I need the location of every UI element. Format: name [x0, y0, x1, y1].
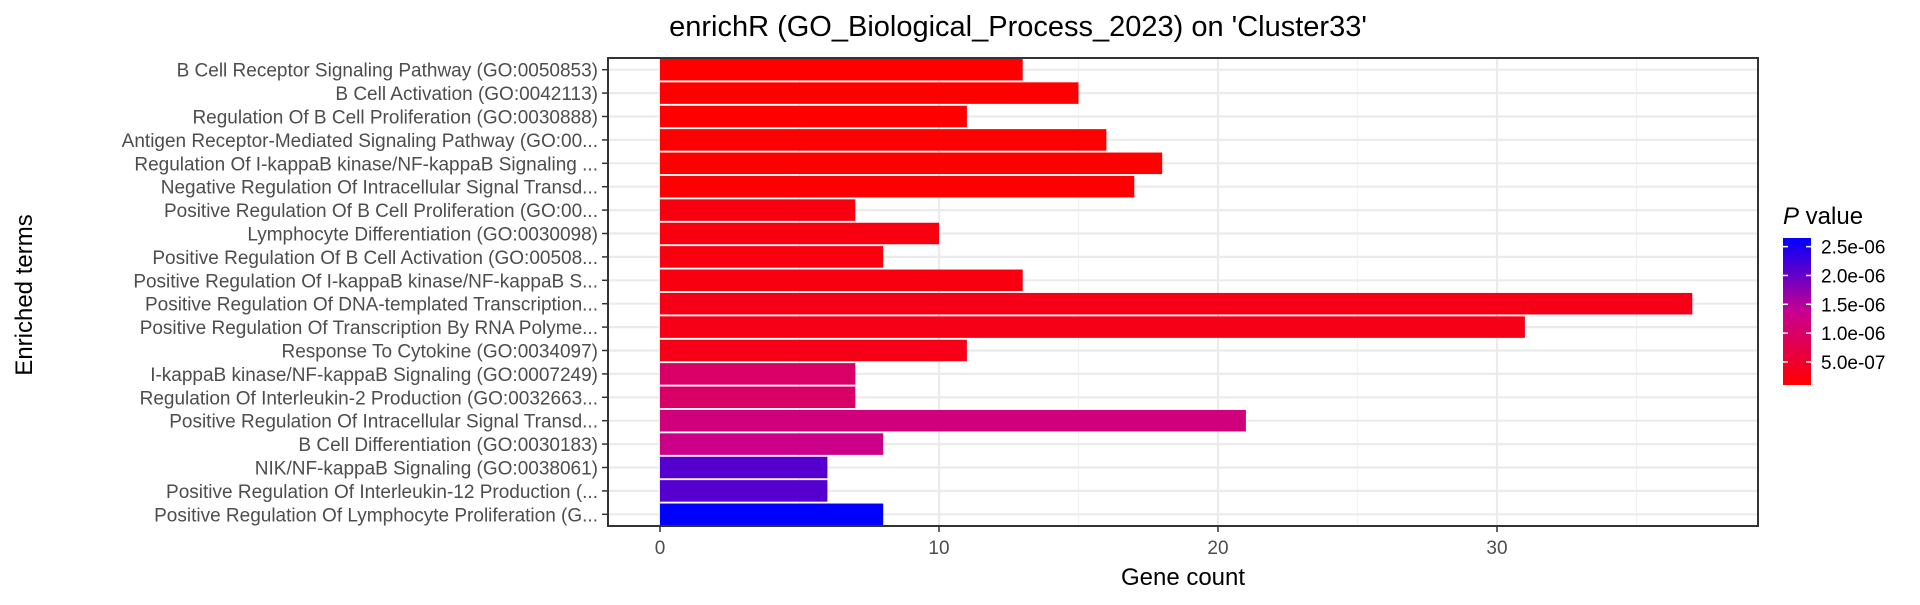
bar	[660, 316, 1525, 338]
legend-ticks: 2.5e-06 2.0e-06 1.5e-06 1.0e-06 5.0e-07	[1783, 238, 1885, 374]
y-axis-label: Enriched terms	[11, 214, 38, 375]
category-label: Positive Regulation Of B Cell Proliferat…	[164, 201, 598, 222]
bar	[660, 222, 939, 245]
category-label: B Cell Receptor Signaling Pathway (GO:00…	[177, 61, 598, 82]
category-label: B Cell Differentiation (GO:0030183)	[298, 435, 598, 456]
category-label: Positive Regulation Of Intracellular Sig…	[169, 412, 598, 433]
bar	[660, 152, 1163, 175]
y-axis-labels: B Cell Receptor Signaling Pathway (GO:00…	[122, 61, 608, 526]
bar	[660, 456, 828, 479]
legend-tick-label: 1.5e-06	[1821, 295, 1885, 316]
bar	[660, 433, 884, 455]
x-axis: 0 10 20 30	[655, 526, 1508, 559]
x-tick-label: 0	[655, 538, 666, 559]
x-tick-label: 20	[1207, 538, 1228, 559]
chart-title: enrichR (GO_Biological_Process_2023) on …	[669, 11, 1367, 43]
category-label: NIK/NF-kappaB Signaling (GO:0038061)	[255, 459, 598, 480]
category-label: Regulation Of I-kappaB kinase/NF-kappaB …	[134, 154, 598, 175]
legend-colorbar	[1783, 238, 1811, 385]
bar	[660, 105, 967, 128]
legend-tick-label: 1.0e-06	[1821, 324, 1885, 345]
bar	[660, 409, 1246, 432]
x-tick-label: 30	[1486, 538, 1507, 559]
category-label: Positive Regulation Of Transcription By …	[140, 318, 598, 339]
category-label: Negative Regulation Of Intracellular Sig…	[161, 178, 598, 199]
bar	[660, 269, 1023, 292]
plot-border	[607, 57, 1759, 527]
bar	[660, 292, 1693, 315]
bar	[660, 363, 856, 385]
legend-tick-label: 5.0e-07	[1821, 353, 1885, 374]
category-label: Lymphocyte Differentiation (GO:0030098)	[247, 225, 598, 246]
plot-panel	[607, 57, 1759, 527]
bar	[660, 246, 884, 268]
legend-tick-label: 2.5e-06	[1821, 238, 1885, 259]
category-label: Antigen Receptor-Mediated Signaling Path…	[122, 131, 598, 152]
category-label: Response To Cytokine (GO:0034097)	[282, 342, 599, 363]
category-label: Positive Regulation Of B Cell Activation…	[152, 248, 598, 269]
category-label: Positive Regulation Of Interleukin-12 Pr…	[166, 482, 598, 503]
category-label: I-kappaB kinase/NF-kappaB Signaling (GO:…	[150, 365, 598, 386]
bar	[660, 82, 1079, 104]
bar	[660, 503, 884, 526]
bar	[660, 386, 856, 409]
category-label: Regulation Of B Cell Proliferation (GO:0…	[192, 108, 598, 129]
legend-title-rest: value	[1799, 203, 1863, 230]
category-label: Positive Regulation Of Lymphocyte Prolif…	[154, 505, 598, 526]
bar	[660, 58, 1023, 81]
bar	[660, 199, 856, 221]
legend-tick-label: 2.0e-06	[1821, 266, 1885, 287]
bar	[660, 339, 967, 362]
x-tick-label: 10	[928, 538, 949, 559]
x-axis-label: Gene count	[1121, 564, 1245, 591]
bar	[660, 129, 1107, 151]
category-label: Positive Regulation Of DNA-templated Tra…	[145, 295, 598, 316]
p-value-legend: P value 2.5e-06 2.0e-06 1.5e-06 1.0e-06 5.0e…	[1783, 203, 1885, 385]
category-label: Regulation Of Interleukin-2 Production (…	[140, 388, 598, 409]
category-label: B Cell Activation (GO:0042113)	[335, 84, 598, 105]
category-label: Positive Regulation Of I-kappaB kinase/N…	[133, 271, 598, 292]
legend-title: P value	[1783, 203, 1863, 230]
bar	[660, 480, 828, 502]
bar	[660, 175, 1135, 198]
legend-title-italic: P	[1783, 203, 1799, 230]
plot-background	[608, 58, 1758, 526]
